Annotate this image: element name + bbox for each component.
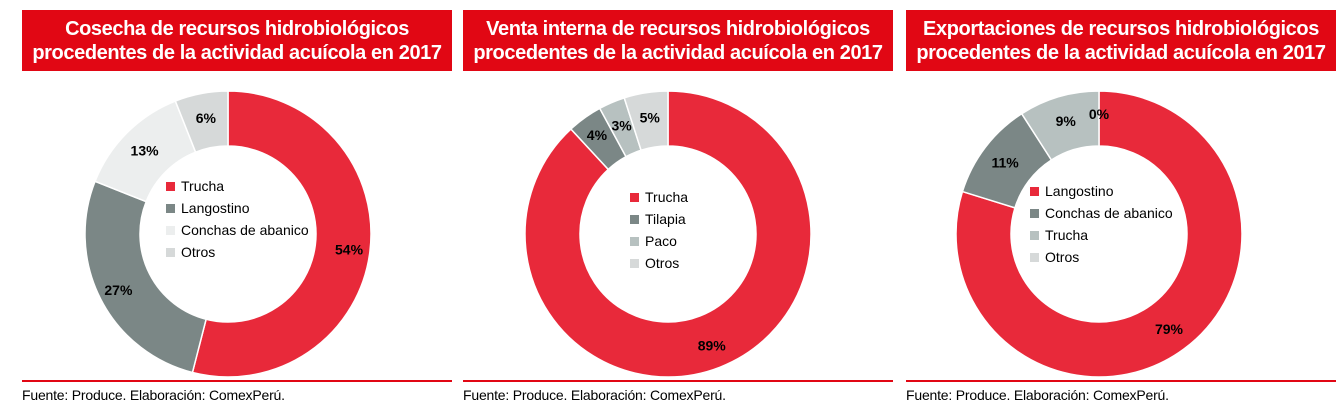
chart-title-line-1: Venta interna de recursos hidrobiológico…	[486, 17, 870, 40]
legend-swatch	[630, 214, 639, 224]
donut-slice	[174, 90, 229, 154]
slice-value-label: 0%	[1089, 106, 1110, 122]
slice-value-label: 89%	[698, 338, 727, 354]
slice-value-label: 9%	[1056, 113, 1077, 129]
legend-item: Paco	[630, 230, 688, 252]
legend-label: Langostino	[1045, 183, 1114, 199]
legend-swatch	[166, 203, 175, 213]
legend-label: Otros	[1045, 249, 1080, 265]
legend-swatch	[630, 258, 639, 268]
legend-item: Trucha	[166, 175, 309, 197]
legend-swatch	[1030, 230, 1039, 240]
divider-line	[463, 380, 893, 382]
donut-chart: 79% 11% 9% 0%	[955, 90, 1243, 377]
legend-swatch	[166, 225, 175, 235]
legend-swatch	[166, 181, 175, 191]
slice-value-label: 79%	[1155, 321, 1184, 337]
legend-label: Trucha	[1045, 227, 1089, 243]
donut-slice	[84, 180, 208, 374]
legend-item: Langostino	[1030, 180, 1173, 202]
chart-title-line-2: procedentes de la actividad acuícola en …	[473, 41, 883, 64]
legend-item: Tilapia	[630, 208, 688, 230]
chart-title: Venta interna de recursos hidrobiológico…	[463, 10, 893, 71]
legend-label: Otros	[645, 255, 680, 271]
slice-value-label: 54%	[335, 241, 364, 257]
legend-item: Conchas de abanico	[166, 219, 309, 241]
chart-legend: Langostino Conchas de abanico Trucha Otr…	[1030, 180, 1173, 268]
chart-legend: Trucha Tilapia Paco Otros	[630, 186, 688, 274]
divider-line	[906, 380, 1336, 382]
chart-panel-venta-interna: Venta interna de recursos hidrobiológico…	[463, 10, 893, 415]
donut-chart: 54% 27% 13% 6%	[84, 90, 372, 377]
legend-item: Trucha	[630, 186, 688, 208]
legend-label: Trucha	[645, 189, 689, 205]
legend-item: Otros	[630, 252, 688, 274]
chart-title-line-1: Exportaciones de recursos hidrobiológico…	[923, 17, 1319, 40]
legend-swatch	[630, 192, 639, 202]
legend-item: Conchas de abanico	[1030, 202, 1173, 224]
chart-panel-cosecha: Cosecha de recursos hidrobiológicos proc…	[22, 10, 452, 415]
donut-slice	[524, 90, 812, 377]
legend-swatch	[1030, 252, 1039, 262]
legend-label: Tilapia	[645, 211, 686, 227]
slice-value-label: 11%	[991, 155, 1019, 171]
source-note: Fuente: Produce. Elaboración: ComexPerú.	[906, 387, 1169, 403]
chart-title-line-2: procedentes de la actividad acuícola en …	[916, 41, 1326, 64]
legend-swatch	[1030, 208, 1039, 218]
slice-value-label: 4%	[587, 127, 608, 143]
source-note: Fuente: Produce. Elaboración: ComexPerú.	[463, 387, 726, 403]
chart-title: Cosecha de recursos hidrobiológicos proc…	[22, 10, 452, 71]
chart-title: Exportaciones de recursos hidrobiológico…	[906, 10, 1336, 71]
legend-item: Langostino	[166, 197, 309, 219]
legend-item: Trucha	[1030, 224, 1173, 246]
slice-value-label: 6%	[196, 110, 217, 126]
legend-item: Otros	[166, 241, 309, 263]
donut-slice	[955, 90, 1243, 377]
donut-slice	[191, 90, 372, 377]
legend-label: Paco	[645, 233, 677, 249]
donut-slice	[1020, 90, 1100, 162]
legend-swatch	[166, 247, 175, 257]
chart-legend: Trucha Langostino Conchas de abanico Otr…	[166, 175, 309, 263]
chart-title-line-1: Cosecha de recursos hidrobiológicos	[65, 17, 409, 40]
donut-chart: 89% 4%3% 5%	[524, 90, 812, 377]
chart-title-line-2: procedentes de la actividad acuícola en …	[32, 41, 442, 64]
legend-label: Otros	[181, 244, 216, 260]
legend-item: Otros	[1030, 246, 1173, 268]
slice-value-label: 5%	[640, 109, 661, 125]
divider-line	[22, 380, 452, 382]
legend-label: Conchas de abanico	[1045, 205, 1173, 221]
slice-value-label: 27%	[104, 282, 133, 298]
slice-value-label: 3%	[611, 118, 632, 134]
slice-value-label: 13%	[131, 143, 160, 159]
chart-panel-exportaciones: Exportaciones de recursos hidrobiológico…	[906, 10, 1336, 415]
legend-swatch	[1030, 186, 1039, 196]
legend-label: Conchas de abanico	[181, 222, 309, 238]
legend-swatch	[630, 236, 639, 246]
legend-label: Langostino	[181, 200, 250, 216]
donut-slice	[623, 90, 669, 152]
legend-label: Trucha	[181, 178, 225, 194]
source-note: Fuente: Produce. Elaboración: ComexPerú.	[22, 387, 285, 403]
